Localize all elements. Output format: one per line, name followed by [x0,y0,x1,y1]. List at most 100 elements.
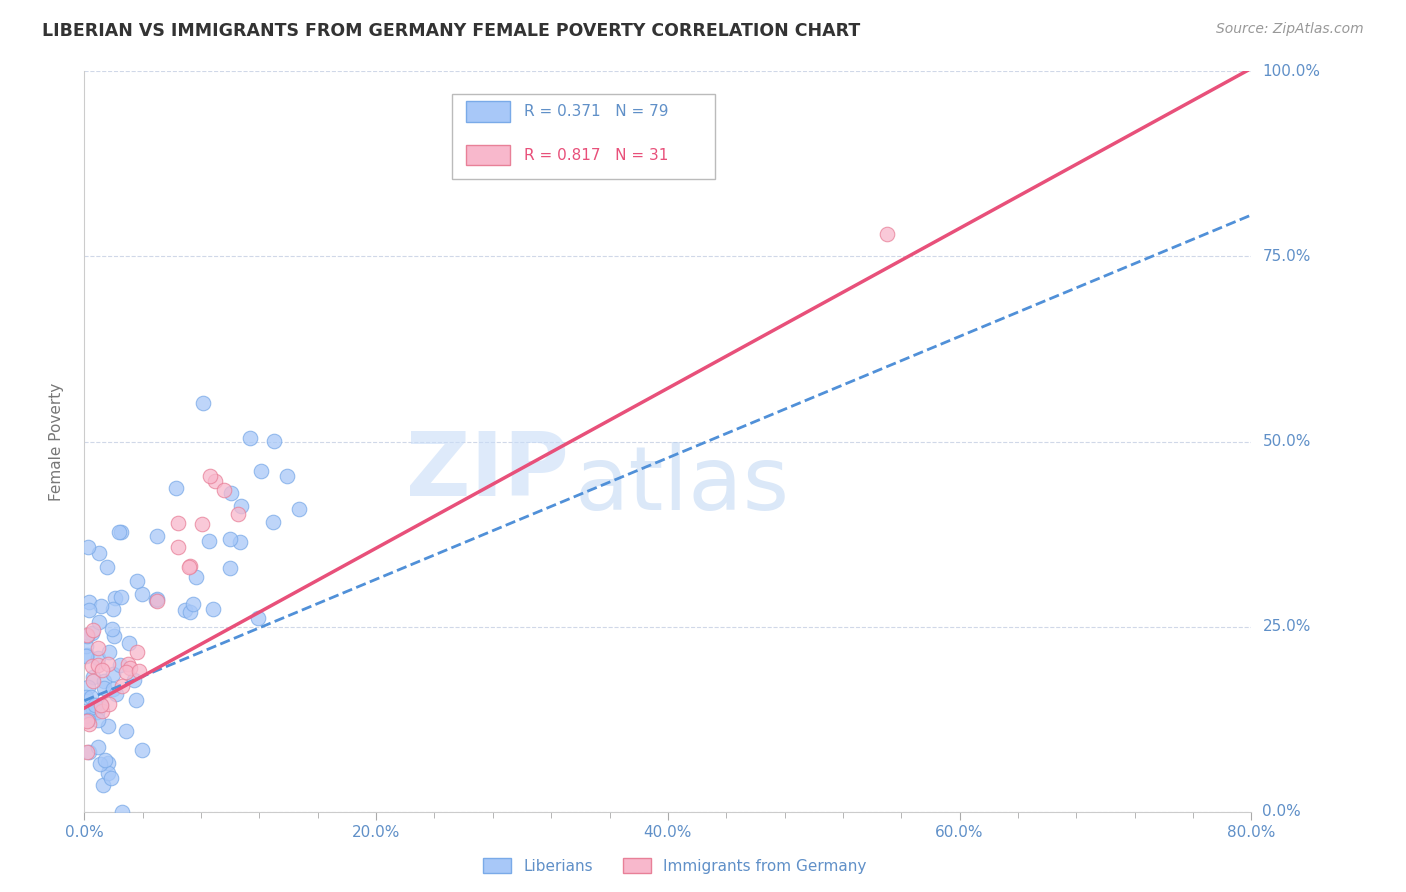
Point [75,709,97,723]
Point [90,663,112,677]
Point [80,690,103,704]
Point [90,698,112,713]
Point [165,481,187,495]
Point [117,657,139,672]
Point [122,673,145,687]
Point [202,602,225,616]
Bar [465,145,510,165]
Point [181,597,204,611]
Point [167,540,190,554]
Bar [465,101,510,121]
Point [86,705,108,719]
Point [91,704,114,718]
Point [166,516,188,531]
Point [93,673,115,688]
Point [77,713,100,727]
Point [118,636,141,650]
Point [108,658,131,673]
Point [94,753,117,767]
Point [75,639,97,653]
Point [76,628,98,642]
Point [103,629,125,643]
Point [96,756,118,770]
Point [105,687,128,701]
Point [101,601,124,615]
Point [145,593,167,607]
Point [76,648,98,662]
Text: LIBERIAN VS IMMIGRANTS FROM GERMANY FEMALE POVERTY CORRELATION CHART: LIBERIAN VS IMMIGRANTS FROM GERMANY FEMA… [42,22,860,40]
Point [146,594,169,608]
Y-axis label: Female Poverty: Female Poverty [49,383,63,500]
Point [120,661,142,675]
Point [100,771,122,785]
Point [179,558,201,573]
Point [77,745,100,759]
Point [115,665,138,679]
Point [76,714,98,728]
Legend: Liberians, Immigrants from Germany: Liberians, Immigrants from Germany [477,852,873,880]
Point [193,396,215,410]
Point [288,502,311,516]
Point [90,599,112,614]
Point [110,591,132,605]
Point [90,698,112,713]
Point [124,693,146,707]
Point [128,665,150,679]
Point [77,717,100,731]
Point [98,645,121,659]
Text: Source: ZipAtlas.com: Source: ZipAtlas.com [1216,22,1364,37]
Point [146,591,169,606]
Point [131,586,153,600]
Point [228,508,250,522]
Point [96,719,118,733]
Point [82,673,104,688]
Point [219,485,242,500]
Point [82,670,104,684]
Point [87,658,110,673]
Point [87,651,110,665]
Point [204,475,226,489]
Text: R = 0.371   N = 79: R = 0.371 N = 79 [524,103,669,119]
Point [87,713,110,727]
Text: 0.0%: 0.0% [1263,805,1301,819]
Point [127,574,149,589]
Text: 75.0%: 75.0% [1263,249,1310,264]
Point [87,615,110,629]
Point [246,610,269,624]
Point [97,697,120,711]
Point [93,681,115,696]
Point [89,757,111,772]
Point [82,702,104,716]
Point [82,624,104,638]
Point [87,640,110,655]
Text: R = 0.817   N = 31: R = 0.817 N = 31 [524,147,669,162]
Point [104,591,127,605]
Point [76,629,98,643]
Point [111,679,134,693]
Point [229,499,252,513]
Point [876,227,898,242]
Point [250,464,273,478]
Point [173,602,195,616]
Text: atlas: atlas [575,442,790,530]
Point [83,698,105,712]
Point [79,595,101,609]
Point [101,622,124,636]
Point [75,690,97,705]
Point [82,625,104,640]
Point [80,659,103,673]
FancyBboxPatch shape [451,94,714,178]
Point [218,532,240,546]
Point [146,529,169,543]
Text: 50.0%: 50.0% [1263,434,1310,449]
Point [263,434,285,449]
Point [198,468,221,483]
Point [77,603,100,617]
Text: 25.0%: 25.0% [1263,619,1310,634]
Point [96,559,118,574]
Point [276,468,298,483]
Point [97,657,120,671]
Point [76,745,98,759]
Point [186,569,208,583]
Point [79,704,101,718]
